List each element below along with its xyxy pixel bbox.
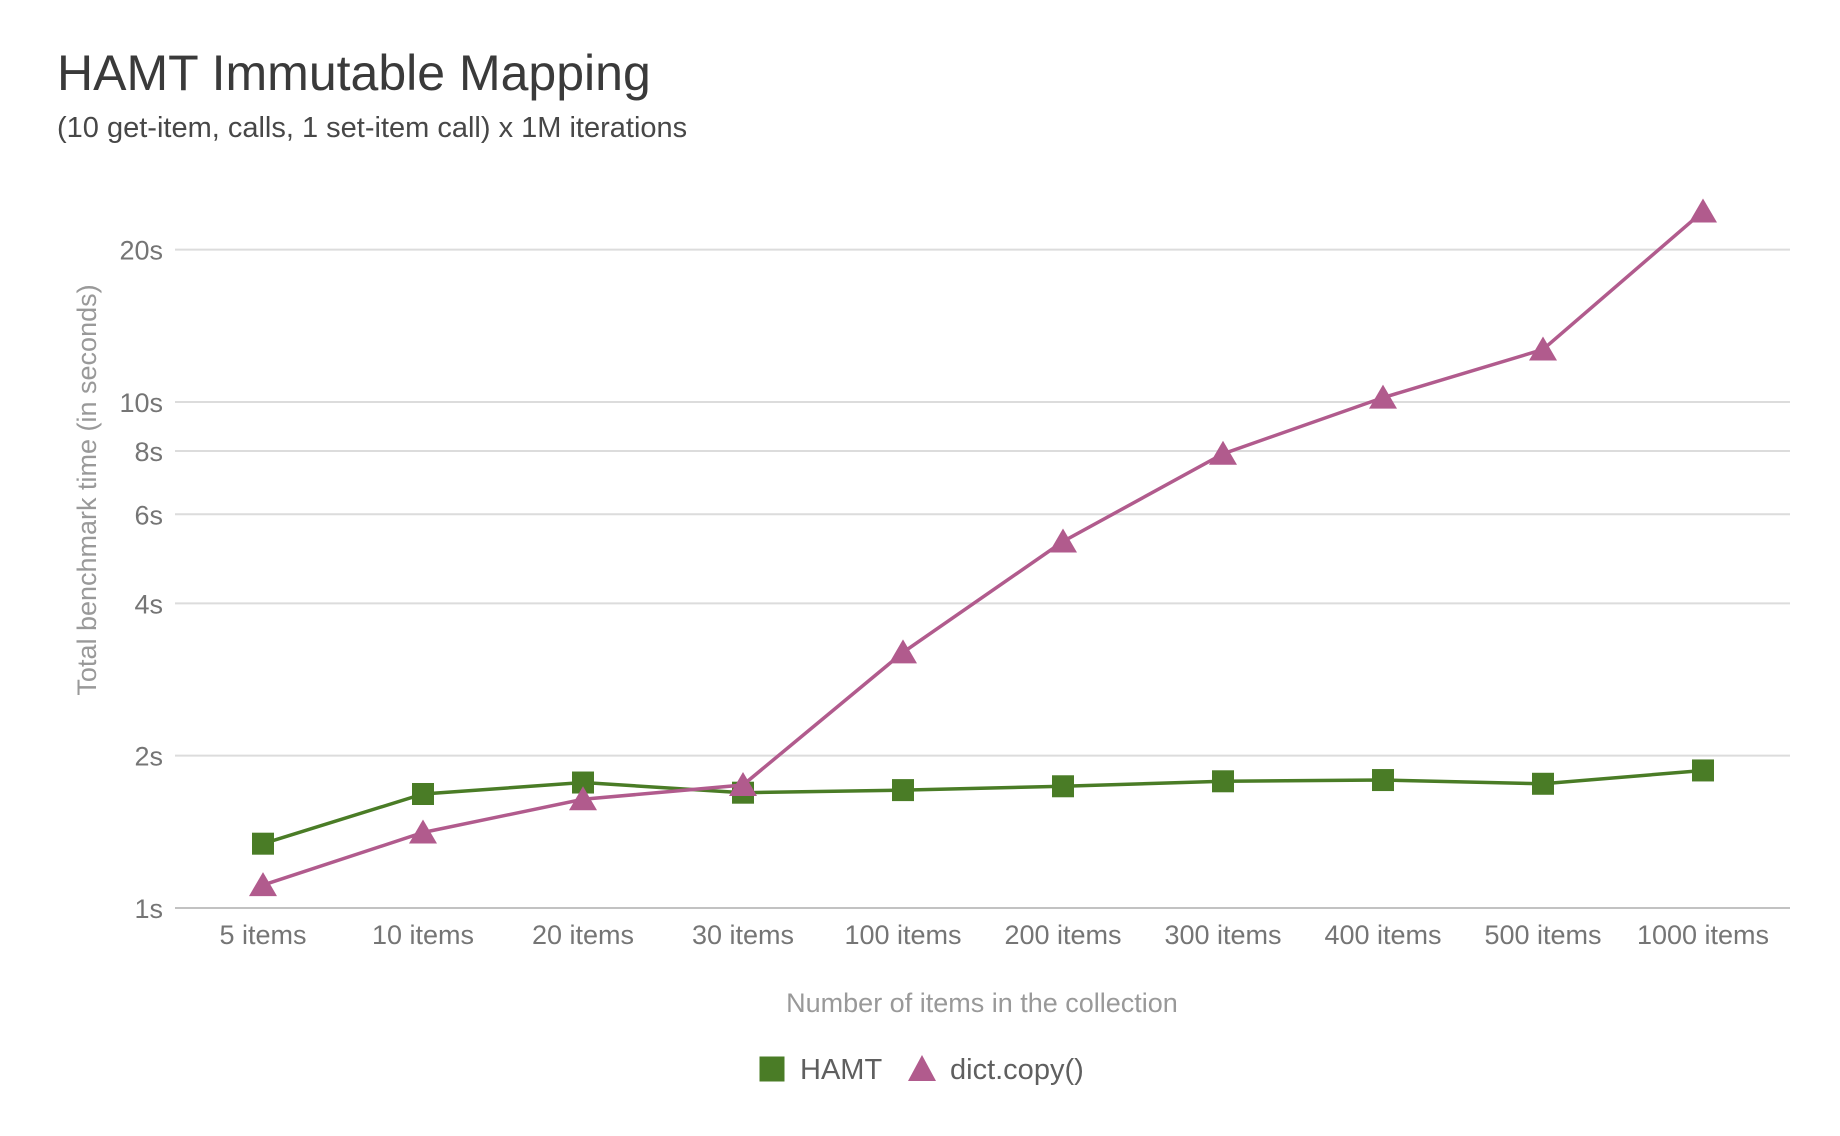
marker-dict-copy xyxy=(1049,528,1077,553)
y-tick-label-20s: 20s xyxy=(119,236,163,266)
chart-title: HAMT Immutable Mapping xyxy=(57,45,651,101)
marker-hamt xyxy=(892,779,914,802)
legend-item-hamt: HAMT xyxy=(759,1054,882,1086)
marker-dict-copy xyxy=(889,639,917,664)
legend-triangle-icon xyxy=(908,1055,936,1081)
marker-hamt xyxy=(252,832,274,855)
marker-hamt xyxy=(1212,770,1234,793)
x-tick-label-300-items: 300 items xyxy=(1164,920,1281,950)
marker-dict-copy xyxy=(1529,336,1557,361)
series-line-hamt xyxy=(262,768,1704,846)
y-tick-label-6s: 6s xyxy=(134,500,163,530)
x-tick-label-400-items: 400 items xyxy=(1324,920,1441,950)
y-tick-label-4s: 4s xyxy=(134,589,163,619)
legend: HAMT dict.copy() xyxy=(759,1054,1084,1086)
x-tick-label-30-items: 30 items xyxy=(692,920,794,950)
gridlines xyxy=(175,248,1790,909)
x-tick-label-100-items: 100 items xyxy=(844,920,961,950)
x-tick-label-200-items: 200 items xyxy=(1004,920,1121,950)
legend-square-icon xyxy=(759,1056,785,1082)
series-dict-copy xyxy=(249,198,1717,897)
x-tick-labels: 5 items 10 items 20 items 30 items 100 items… xyxy=(219,920,1769,950)
series-line-dict-copy xyxy=(262,210,1705,887)
y-tick-label-10s: 10s xyxy=(119,388,163,418)
y-tick-labels: 1s 2s 4s 6s 8s 10s 20s xyxy=(119,236,163,924)
y-tick-label-8s: 8s xyxy=(134,437,163,467)
y-tick-label-2s: 2s xyxy=(134,742,163,772)
marker-hamt xyxy=(1532,772,1554,795)
marker-dict-copy xyxy=(409,819,437,844)
x-tick-label-1000-items: 1000 items xyxy=(1637,920,1769,950)
marker-dict-copy xyxy=(729,772,757,797)
legend-label-hamt: HAMT xyxy=(800,1054,882,1086)
marker-hamt xyxy=(412,782,434,805)
marker-dict-copy xyxy=(1369,384,1397,409)
x-tick-label-5-items: 5 items xyxy=(219,920,306,950)
legend-item-dict-copy: dict.copy() xyxy=(908,1054,1084,1086)
x-tick-label-500-items: 500 items xyxy=(1484,920,1601,950)
chart-subtitle: (10 get-item, calls, 1 set-item call) x … xyxy=(57,112,687,144)
marker-hamt xyxy=(572,771,594,794)
series-hamt xyxy=(252,759,1714,855)
marker-dict-copy xyxy=(249,872,277,897)
marker-dict-copy xyxy=(569,786,597,811)
x-tick-label-20-items: 20 items xyxy=(532,920,634,950)
y-tick-label-1s: 1s xyxy=(134,894,163,924)
legend-label-dict-copy: dict.copy() xyxy=(950,1054,1084,1086)
series-layer xyxy=(249,198,1717,897)
y-axis-title: Total benchmark time (in seconds) xyxy=(72,284,102,695)
x-axis-title: Number of items in the collection xyxy=(786,988,1178,1018)
marker-dict-copy xyxy=(1209,440,1237,465)
marker-hamt xyxy=(1372,769,1394,792)
marker-hamt xyxy=(1692,759,1714,782)
marker-hamt xyxy=(1052,775,1074,798)
x-tick-label-10-items: 10 items xyxy=(372,920,474,950)
marker-dict-copy xyxy=(1689,198,1717,223)
